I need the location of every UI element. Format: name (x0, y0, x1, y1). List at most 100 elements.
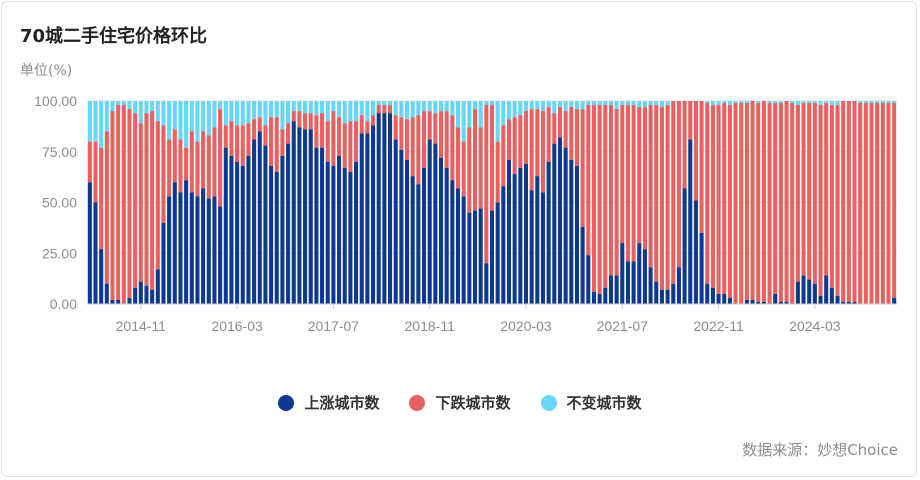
bar-unchanged (297, 101, 302, 112)
bar-rising (603, 287, 608, 304)
bar-rising (291, 121, 296, 304)
x-tick-label: 2016-03 (211, 318, 263, 334)
bar-rising (665, 289, 670, 304)
bar-rising (444, 167, 449, 304)
bar-unchanged (727, 101, 732, 106)
bar-falling (886, 103, 891, 304)
bar-falling (807, 103, 812, 280)
bar-falling (563, 111, 568, 148)
bar-unchanged (829, 101, 834, 106)
bar-falling (93, 141, 98, 203)
bar-unchanged (354, 101, 359, 122)
x-tick-label: 2017-07 (308, 318, 360, 334)
bar-unchanged (733, 101, 738, 104)
bar-rising (501, 186, 506, 304)
bar-rising (512, 174, 517, 304)
bar-rising (308, 129, 313, 304)
bar-falling (444, 111, 449, 168)
bar-rising (659, 289, 664, 304)
bar-unchanged (240, 101, 245, 126)
bar-rising (161, 222, 166, 304)
bar-unchanged (489, 101, 495, 106)
bar-falling (597, 105, 602, 294)
bar-falling (535, 109, 540, 177)
bar-rising (818, 295, 823, 304)
bar-unchanged (484, 101, 489, 106)
y-tick-label: 0.00 (50, 296, 77, 312)
bar-rising (495, 202, 500, 304)
bar-rising (110, 299, 115, 304)
legend-label-unchanged: 不变城市数 (566, 394, 642, 412)
bar-falling (121, 105, 126, 304)
bar-falling (863, 103, 868, 304)
bar-rising (569, 159, 574, 304)
bar-unchanged (552, 101, 557, 114)
bar-unchanged (557, 101, 563, 108)
x-tick-label: 2014-11 (116, 318, 167, 334)
bar-unchanged (223, 101, 228, 126)
bar-rising (421, 167, 427, 304)
bar-rising (155, 269, 160, 304)
bar-rising (93, 202, 98, 304)
bar-rising (688, 139, 693, 304)
bar-unchanged (133, 101, 138, 114)
bar-unchanged (172, 101, 177, 130)
bar-unchanged (229, 101, 234, 122)
bar-rising (342, 167, 347, 304)
bar-rising (269, 165, 274, 304)
bar-unchanged (218, 101, 223, 110)
bar-unchanged (642, 101, 647, 108)
bar-falling (716, 105, 721, 294)
bar-falling (388, 105, 393, 114)
bar-rising (150, 289, 155, 304)
bar-rising (518, 167, 523, 304)
bar-rising (246, 155, 251, 304)
bar-falling (337, 117, 342, 156)
bar-unchanged (625, 101, 630, 106)
bar-rising (450, 180, 455, 304)
bar-unchanged (280, 101, 285, 130)
bar-unchanged (767, 101, 772, 104)
bar-unchanged (155, 101, 160, 122)
bar-unchanged (648, 101, 653, 106)
bar-unchanged (320, 101, 325, 114)
bar-falling (195, 141, 200, 197)
legend-item-unchanged[interactable]: 不变城市数 (540, 392, 642, 413)
bar-rising (625, 261, 630, 304)
bar-falling (546, 107, 551, 162)
bar-falling (875, 103, 880, 304)
bar-rising (286, 143, 291, 304)
bar-falling (688, 101, 693, 140)
bar-unchanged (291, 101, 296, 112)
bar-rising (671, 283, 676, 304)
bar-unchanged (773, 101, 778, 104)
chart-title: 70城二手住宅价格环比 (20, 26, 208, 47)
bar-falling (348, 121, 353, 173)
bar-falling (625, 105, 630, 262)
bar-falling (438, 111, 444, 158)
bar-unchanged (869, 101, 874, 104)
bar-falling (359, 115, 364, 134)
legend-item-rising[interactable]: 上涨城市数 (278, 392, 379, 413)
bar-falling (767, 103, 772, 304)
bar-unchanged (535, 101, 540, 110)
bar-rising (540, 192, 546, 304)
bar-unchanged (376, 101, 381, 106)
legend-item-falling[interactable]: 下跌城市数 (409, 392, 511, 413)
bar-falling (189, 131, 194, 193)
bar-unchanged (450, 101, 455, 116)
bar-falling (829, 105, 834, 288)
bar-falling (790, 103, 795, 304)
bar-unchanged (892, 101, 897, 104)
bar-falling (87, 141, 92, 183)
bar-rising (461, 196, 466, 304)
bar-falling (144, 113, 149, 286)
bar-falling (648, 105, 653, 268)
bar-falling (591, 105, 596, 292)
bar-unchanged (563, 101, 568, 112)
bar-rising (710, 287, 715, 304)
bar-rising (557, 137, 563, 304)
bar-unchanged (880, 101, 885, 104)
bar-unchanged (591, 101, 596, 106)
